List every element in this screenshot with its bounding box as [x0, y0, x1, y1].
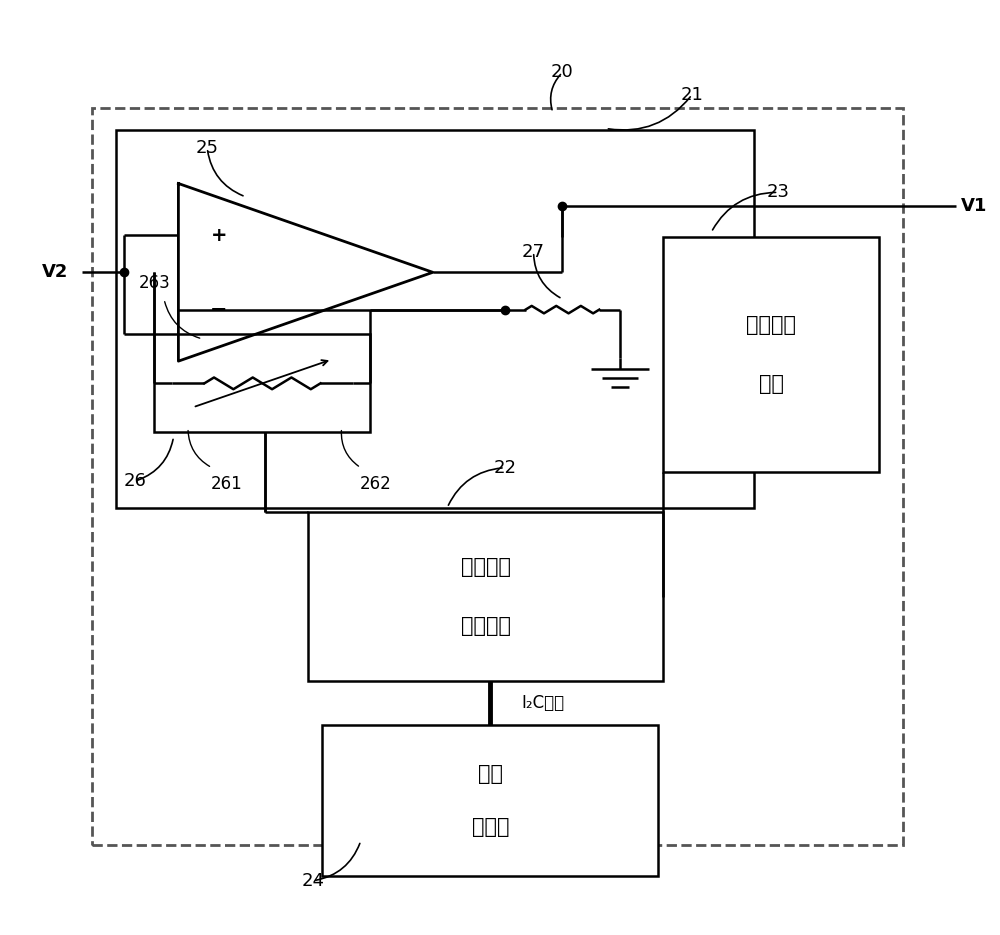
Text: 数字比较: 数字比较 — [461, 557, 511, 577]
FancyBboxPatch shape — [154, 335, 370, 432]
FancyBboxPatch shape — [322, 726, 658, 876]
Text: 26: 26 — [124, 472, 147, 490]
Text: 24: 24 — [301, 871, 324, 890]
Text: 电压检测: 电压检测 — [746, 315, 796, 335]
Text: 单元: 单元 — [759, 374, 784, 394]
FancyBboxPatch shape — [116, 130, 754, 508]
Text: 校正单元: 校正单元 — [461, 616, 511, 636]
Text: 21: 21 — [681, 86, 703, 104]
Text: V2: V2 — [42, 264, 68, 281]
Text: +: + — [210, 225, 227, 245]
Text: 261: 261 — [211, 475, 242, 493]
Text: V1: V1 — [961, 196, 987, 215]
FancyBboxPatch shape — [663, 237, 879, 472]
Text: −: − — [210, 299, 227, 320]
Text: 25: 25 — [196, 139, 219, 157]
Text: 22: 22 — [493, 459, 516, 477]
Text: 27: 27 — [522, 243, 545, 261]
Text: 23: 23 — [767, 183, 790, 201]
Text: 262: 262 — [359, 475, 391, 493]
Text: 时序: 时序 — [478, 764, 503, 784]
Text: 20: 20 — [551, 64, 574, 81]
Text: 263: 263 — [139, 274, 170, 292]
Text: 控制器: 控制器 — [472, 817, 509, 838]
FancyBboxPatch shape — [308, 512, 663, 681]
Text: I₂C总线: I₂C总线 — [522, 694, 565, 712]
